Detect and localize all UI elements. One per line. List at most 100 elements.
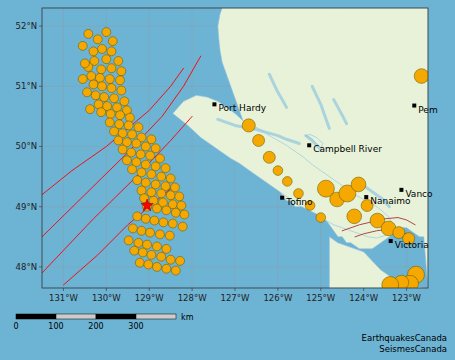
earthquake: [133, 212, 142, 221]
earthquake: [132, 139, 141, 148]
earthquake: [78, 75, 87, 84]
tick-label-x: 127°W: [221, 293, 250, 303]
tick-x: [235, 288, 236, 291]
earthquake: [177, 201, 186, 210]
plot-frame: [42, 8, 428, 288]
earthquake: [106, 110, 115, 119]
earthquake: [107, 64, 116, 73]
tick-y: [39, 146, 42, 147]
earthquake: [162, 206, 171, 215]
earthquake: [95, 73, 104, 82]
land-area: [173, 95, 394, 238]
city-label: Campbell River: [313, 144, 382, 154]
earthquake: [382, 277, 399, 288]
earthquake: [83, 88, 92, 97]
earthquake: [273, 166, 283, 176]
tick-x: [277, 288, 278, 291]
earthquake: [316, 213, 326, 223]
earthquake: [134, 123, 143, 132]
tick-y: [39, 26, 42, 27]
earthquake: [137, 186, 146, 195]
earthquake: [107, 47, 116, 56]
earthquake: [171, 266, 180, 275]
earthquake: [124, 236, 133, 245]
earthquake: [93, 35, 102, 44]
credit-line: EarthquakesCanada: [362, 333, 447, 343]
earthquake: [263, 151, 275, 163]
tick-label-x: 126°W: [263, 293, 292, 303]
city-label: Victoria: [395, 240, 429, 250]
tick-label-x: 128°W: [178, 293, 207, 303]
earthquake: [89, 47, 98, 56]
earthquake: [159, 218, 168, 227]
earthquake: [136, 150, 145, 159]
earthquake: [110, 127, 119, 136]
tick-label-x: 125°W: [306, 293, 335, 303]
earthquake: [146, 151, 155, 160]
tick-x: [363, 288, 364, 291]
earthquake: [151, 180, 160, 189]
water-channel: [334, 100, 347, 124]
scalebar-label: 300: [128, 322, 143, 331]
tick-y: [39, 266, 42, 267]
scalebar-segment: [56, 314, 96, 319]
earthquake: [171, 183, 180, 192]
earthquake: [137, 168, 146, 177]
tick-label-x: 131°W: [49, 293, 78, 303]
earthquake: [162, 244, 171, 253]
earthquake: [100, 93, 109, 102]
earthquake: [242, 119, 255, 132]
tick-label-x: 124°W: [349, 293, 378, 303]
tick-label-y: 52°N: [16, 21, 37, 31]
tick-label-x: 123°W: [392, 293, 421, 303]
earthquake: [162, 264, 171, 273]
earthquake: [108, 37, 117, 46]
earthquake: [98, 44, 107, 53]
earthquake: [118, 145, 127, 154]
credit-line: SeismesCanada: [379, 344, 447, 354]
earthquake: [147, 135, 156, 144]
earthquake: [180, 210, 189, 219]
earthquake: [151, 162, 160, 171]
city-marker: [280, 196, 284, 200]
earthquake: [97, 108, 106, 117]
tick-label-y: 50°N: [16, 141, 37, 151]
earthquake: [178, 222, 187, 231]
scalebar-segment: [16, 314, 56, 319]
earthquake: [253, 134, 265, 146]
scalebar-segment: [96, 314, 136, 319]
earthquake: [141, 178, 150, 187]
earthquake: [134, 238, 143, 247]
city-label: Port Hardy: [218, 103, 266, 113]
earthquake: [155, 154, 164, 163]
earthquake: [161, 164, 170, 173]
earthquake: [97, 65, 106, 74]
water-channel: [269, 74, 286, 107]
earthquake: [122, 156, 131, 165]
earthquake: [107, 84, 116, 93]
grid-line-x: [192, 8, 193, 288]
earthquake: [150, 216, 159, 225]
earthquake: [84, 29, 93, 38]
city-label: Tofino: [285, 197, 313, 207]
earthquake: [147, 170, 156, 179]
earthquake: [128, 130, 137, 139]
earthquake: [152, 204, 161, 213]
earthquake: [152, 242, 161, 251]
earthquake: [87, 72, 96, 81]
epicenter-star: [141, 199, 153, 211]
earthquake: [113, 103, 122, 112]
tick-x: [63, 288, 64, 291]
earthquake: [166, 255, 175, 264]
scalebar-unit: km: [181, 313, 194, 322]
tick-x: [320, 288, 321, 291]
earthquake: [86, 105, 95, 114]
credit-text: EarthquakesCanadaSeismesCanada: [362, 333, 447, 354]
earthquake: [102, 28, 111, 37]
tick-label-y: 48°N: [16, 262, 37, 272]
tick-x: [106, 288, 107, 291]
earthquake: [102, 55, 111, 64]
earthquake: [89, 80, 98, 89]
earthquake: [166, 174, 175, 183]
earthquake: [282, 177, 292, 187]
